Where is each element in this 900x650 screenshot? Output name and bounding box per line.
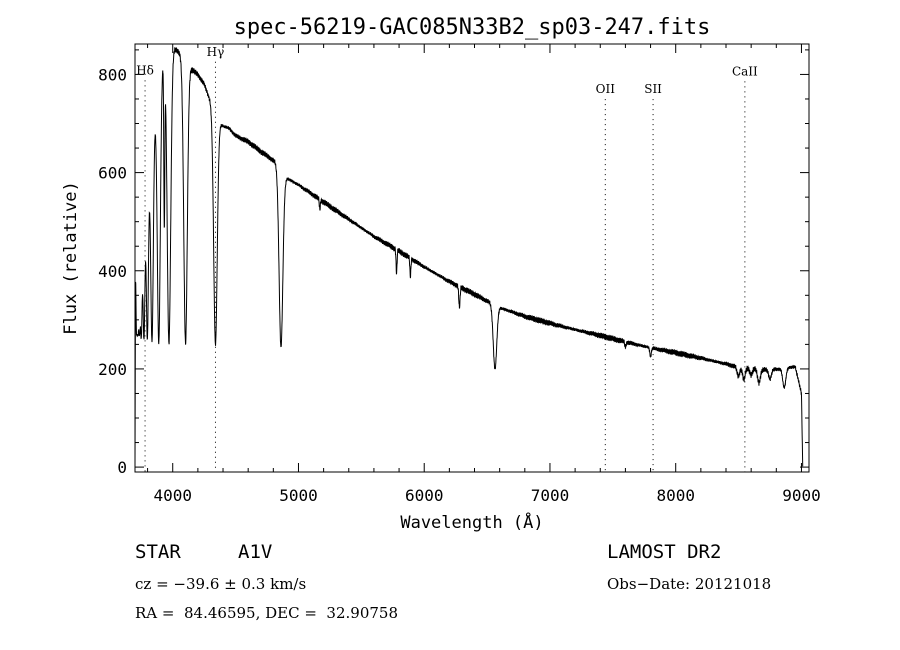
sky-coordinates: RA = 84.46595, DEC = 32.90758 <box>135 604 399 622</box>
survey-name: LAMOST DR2 <box>607 541 722 563</box>
x-tick-label: 5000 <box>279 486 318 505</box>
y-tick-label: 800 <box>98 65 127 84</box>
x-axis-label: Wavelength (Å) <box>400 511 543 533</box>
y-axis-label: Flux (relative) <box>61 181 81 335</box>
redshift-cz: cz = −39.6 ± 0.3 km/s <box>135 575 307 593</box>
line-marker-label: SII <box>644 82 662 96</box>
spectrum-chart: spec-56219-GAC085N33B2_sp03-247.fits 400… <box>61 15 821 533</box>
y-tick-label: 0 <box>117 458 127 477</box>
y-tick-label: 200 <box>98 360 127 379</box>
x-tick-label: 7000 <box>531 486 570 505</box>
line-marker-label: Hγ <box>207 45 225 59</box>
y-tick-label: 400 <box>98 262 127 281</box>
x-tick-label: 6000 <box>405 486 444 505</box>
observation-date: Obs−Date: 20121018 <box>607 575 772 593</box>
object-type: STAR <box>135 541 181 563</box>
spectral-subclass: A1V <box>238 541 273 563</box>
x-tick-label: 4000 <box>153 486 192 505</box>
x-tick-label: 8000 <box>656 486 695 505</box>
axis-ticks: 4000 5000 6000 7000 8000 9000 0 200 400 600 800 <box>98 44 821 505</box>
line-marker-label: CaII <box>732 64 758 78</box>
y-tick-label: 600 <box>98 164 127 183</box>
line-marker-label: OII <box>596 82 616 96</box>
x-tick-label: 9000 <box>782 486 821 505</box>
line-marker-label: Hδ <box>136 63 154 77</box>
spectrum-line <box>134 47 804 467</box>
plot-frame <box>134 43 810 473</box>
chart-title: spec-56219-GAC085N33B2_sp03-247.fits <box>234 15 711 40</box>
line-markers: Hδ Hγ OII SII CaII <box>136 45 758 472</box>
